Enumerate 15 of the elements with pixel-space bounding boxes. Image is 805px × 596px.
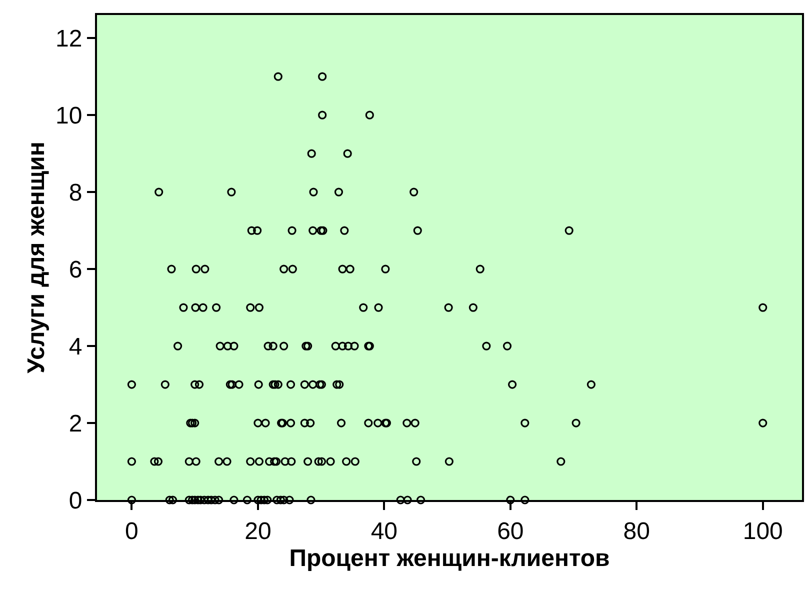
y-axis-title: Услуги для женщин <box>23 142 50 374</box>
x-tick-label: 40 <box>370 518 398 545</box>
y-tick-label: 12 <box>55 26 82 52</box>
x-axis-title: Процент женщин-клиентов <box>289 544 610 572</box>
x-tick-label: 60 <box>497 518 524 545</box>
y-tick-label: 0 <box>68 487 82 514</box>
y-tick-label: 8 <box>68 179 82 206</box>
x-tick-label: 80 <box>623 518 650 545</box>
x-tick-label: 20 <box>244 518 272 545</box>
x-tick-label: 0 <box>125 518 138 545</box>
y-tick-label: 4 <box>68 333 82 360</box>
y-tick-label: 6 <box>68 256 82 284</box>
y-tick-label: 10 <box>55 102 82 130</box>
x-tick-label: 100 <box>742 518 783 545</box>
y-tick-label: 2 <box>68 410 82 438</box>
